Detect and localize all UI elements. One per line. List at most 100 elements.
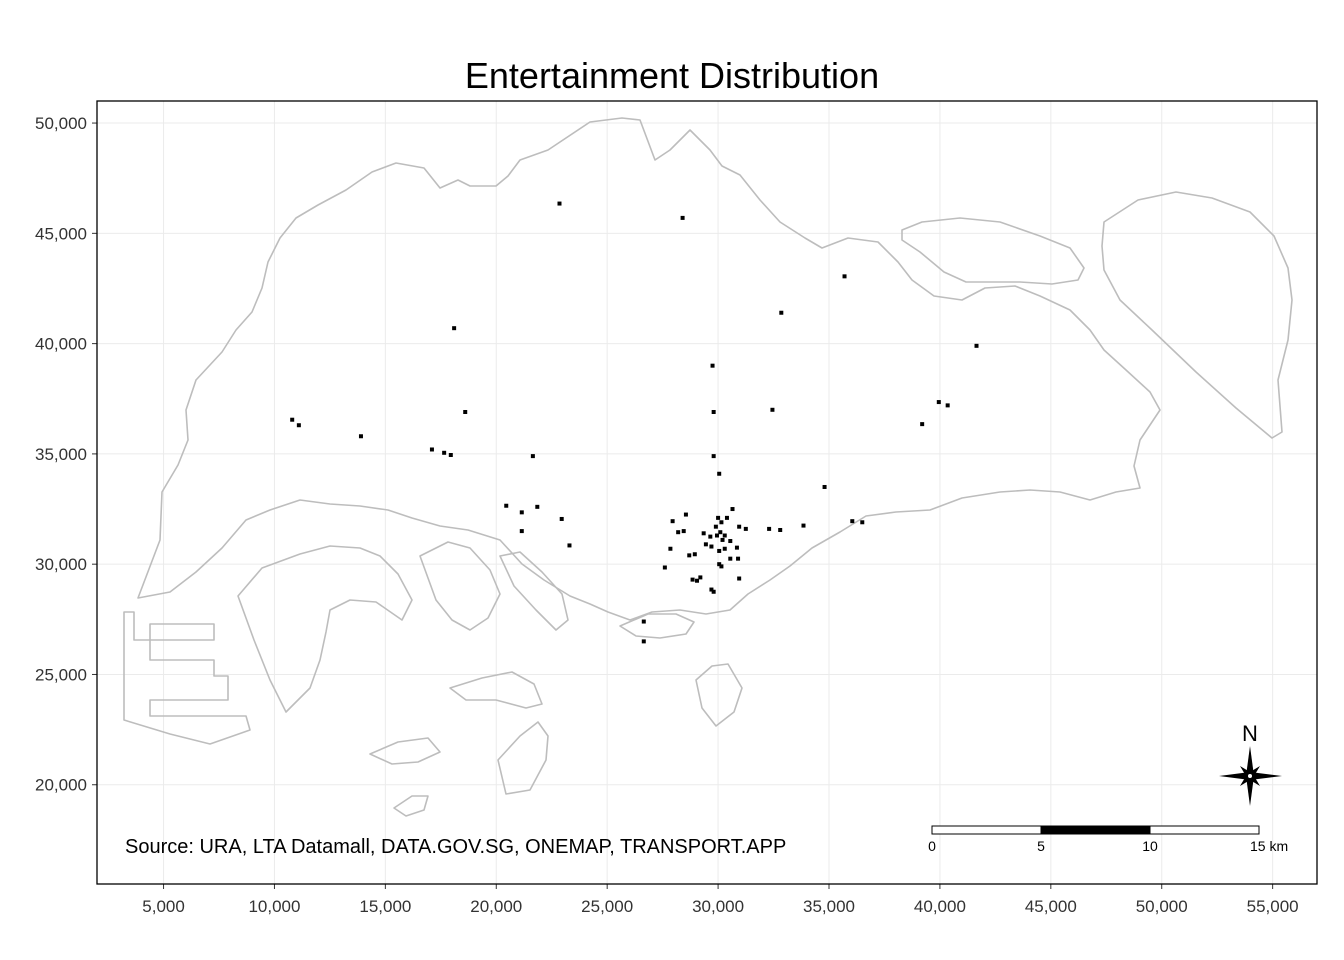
- entertainment-point: [711, 589, 716, 594]
- entertainment-point: [718, 530, 723, 535]
- entertainment-point: [670, 519, 675, 524]
- southern-island-1-outline: [449, 671, 543, 709]
- y-tick-label: 20,000: [35, 776, 87, 795]
- y-tick-label: 40,000: [35, 335, 87, 354]
- entertainment-point: [429, 447, 434, 452]
- x-tick-label: 55,000: [1247, 897, 1299, 916]
- entertainment-point: [463, 409, 468, 414]
- north-arrow: N: [1219, 721, 1282, 806]
- compass-center: [1248, 774, 1252, 778]
- x-axis: 5,000 10,000 15,000 20,000 25,000 30,000 35,00…: [142, 884, 1299, 916]
- entertainment-point: [736, 556, 741, 561]
- entertainment-point: [452, 326, 457, 331]
- entertainment-point: [743, 526, 748, 531]
- scale-label-15: 15 km: [1250, 838, 1288, 854]
- entertainment-point: [822, 484, 827, 489]
- x-tick-label: 35,000: [803, 897, 855, 916]
- entertainment-point: [709, 544, 714, 549]
- entertainment-point: [681, 529, 686, 534]
- entertainment-point: [442, 450, 447, 455]
- entertainment-point: [701, 531, 706, 536]
- x-tick-label: 30,000: [692, 897, 744, 916]
- entertainment-point: [692, 552, 697, 557]
- entertainment-point: [716, 515, 721, 520]
- island-pulau-ubin-outline: [901, 217, 1085, 285]
- scale-bar: 0 5 10 15 km: [928, 825, 1288, 854]
- entertainment-point: [641, 619, 646, 624]
- coastline-layer: [123, 117, 1293, 817]
- entertainment-point: [713, 524, 718, 529]
- x-tick-label: 40,000: [914, 897, 966, 916]
- entertainment-point: [974, 343, 979, 348]
- source-caption: Source: URA, LTA Datamall, DATA.GOV.SG, …: [125, 836, 786, 858]
- north-arrow-label: N: [1242, 721, 1258, 746]
- entertainment-point: [535, 504, 540, 509]
- entertainment-point: [504, 503, 509, 508]
- scale-label-0: 0: [928, 838, 936, 854]
- y-tick-label: 35,000: [35, 445, 87, 464]
- scale-label-10: 10: [1142, 838, 1158, 854]
- scale-bar-segment-2: [1040, 825, 1151, 835]
- pier-outline: [499, 551, 569, 631]
- scale-bar-segment-1: [931, 825, 1042, 835]
- entertainment-point: [448, 453, 453, 458]
- semakau-outline: [497, 721, 549, 795]
- y-axis: 20,000 25,000 30,000 35,000 40,000 45,000 50,0…: [35, 114, 97, 795]
- entertainment-point: [687, 553, 692, 558]
- entertainment-point: [801, 523, 806, 528]
- entertainment-point: [519, 529, 524, 534]
- entertainment-point: [728, 556, 733, 561]
- entertainment-point: [778, 527, 783, 532]
- southern-island-3-outline: [393, 795, 429, 817]
- compass-east-spike: [1250, 772, 1282, 780]
- entertainment-point: [703, 542, 708, 547]
- peninsula-east-outline: [1101, 191, 1293, 439]
- entertainment-point: [722, 533, 727, 538]
- map-title: Entertainment Distribution: [465, 55, 879, 96]
- entertainment-point: [842, 274, 847, 279]
- entertainment-point: [770, 407, 775, 412]
- entertainment-point: [557, 201, 562, 206]
- entertainment-point: [717, 471, 722, 476]
- entertainment-point: [530, 454, 535, 459]
- entertainment-point: [719, 520, 724, 525]
- x-tick-label: 5,000: [142, 897, 185, 916]
- entertainment-points: [290, 201, 979, 644]
- entertainment-point: [734, 545, 739, 550]
- entertainment-point: [290, 417, 295, 422]
- entertainment-point: [720, 537, 725, 542]
- entertainment-point: [567, 543, 572, 548]
- entertainment-point: [519, 510, 524, 515]
- southern-island-2-outline: [369, 737, 441, 765]
- scale-label-5: 5: [1037, 838, 1045, 854]
- compass-north-spike: [1246, 746, 1254, 776]
- entertainment-point: [680, 215, 685, 220]
- compass-south-spike: [1246, 776, 1254, 806]
- entertainment-point: [722, 546, 727, 551]
- entertainment-point: [717, 548, 722, 553]
- x-tick-label: 20,000: [470, 897, 522, 916]
- entertainment-point: [730, 507, 735, 512]
- southern-reclaim-outline: [419, 541, 501, 631]
- entertainment-point: [719, 564, 724, 569]
- entertainment-point: [690, 577, 695, 582]
- entertainment-point: [358, 434, 363, 439]
- entertainment-point: [296, 423, 301, 428]
- entertainment-point: [779, 310, 784, 315]
- x-tick-label: 50,000: [1136, 897, 1188, 916]
- entertainment-point: [559, 516, 564, 521]
- entertainment-point: [936, 400, 941, 405]
- compass-west-spike: [1219, 772, 1250, 780]
- entertainment-point: [668, 546, 673, 551]
- entertainment-point: [711, 409, 716, 414]
- entertainment-point: [695, 578, 700, 583]
- x-tick-label: 25,000: [581, 897, 633, 916]
- main-island-outline: [137, 117, 1161, 621]
- entertainment-point: [714, 533, 719, 538]
- entertainment-point: [698, 575, 703, 580]
- entertainment-point: [860, 520, 865, 525]
- y-tick-label: 25,000: [35, 665, 87, 684]
- jurong-island-outline: [237, 545, 413, 713]
- entertainment-point: [710, 363, 715, 368]
